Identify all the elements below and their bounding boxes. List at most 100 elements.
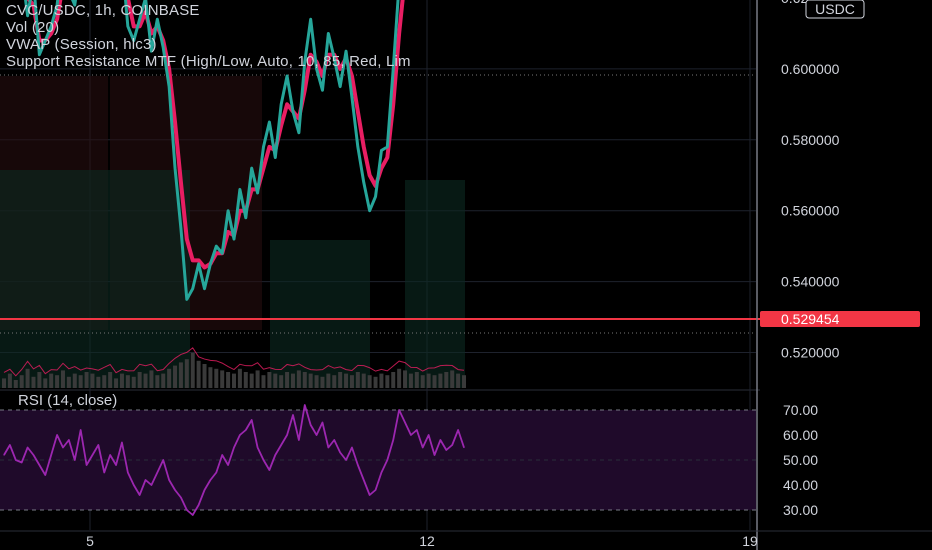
rsi-point bbox=[357, 464, 359, 466]
currency-badge-text: USDC bbox=[815, 1, 855, 17]
rsi-point bbox=[392, 439, 394, 441]
rsi-point bbox=[38, 464, 40, 466]
price-point bbox=[280, 103, 282, 106]
rsi-point bbox=[215, 471, 217, 474]
rsi-point bbox=[274, 454, 276, 456]
rsi-point bbox=[144, 479, 147, 481]
volume-bar bbox=[78, 375, 83, 388]
time-tick-label: 5 bbox=[86, 533, 94, 549]
price-point bbox=[156, 18, 159, 21]
price-point bbox=[321, 89, 324, 91]
price-point bbox=[73, 4, 76, 6]
price-pane bbox=[0, 0, 760, 550]
rsi-tick-label: 70.00 bbox=[783, 402, 818, 418]
volume-bar bbox=[290, 373, 295, 388]
volume-bar bbox=[385, 375, 390, 388]
rsi-point bbox=[115, 464, 117, 466]
volume-bar bbox=[349, 375, 354, 388]
volume-bar bbox=[25, 368, 30, 388]
symbol-title[interactable]: CVC/USDC, 1h, COINBASE bbox=[6, 2, 200, 19]
volume-bar bbox=[344, 373, 349, 388]
rsi-pane bbox=[0, 404, 756, 516]
volume-bar bbox=[285, 372, 290, 388]
price-point bbox=[309, 18, 312, 21]
volume-bar bbox=[273, 373, 278, 388]
vwap-indicator-label[interactable]: VWAP (Session, hlc3) bbox=[6, 36, 157, 53]
volume-bar bbox=[155, 375, 160, 388]
volume-bar bbox=[432, 375, 437, 388]
rsi-point bbox=[439, 439, 442, 441]
rsi-point bbox=[103, 471, 105, 474]
rsi-point bbox=[268, 469, 270, 471]
price-tick-label: 0.580000 bbox=[781, 132, 840, 148]
time-axis[interactable]: 5 12 19 bbox=[0, 530, 932, 549]
rsi-point bbox=[280, 444, 282, 446]
support-level-value: 0.529454 bbox=[781, 311, 840, 327]
price-axis[interactable]: 0.7200000.7000000.6800000.6600000.640000… bbox=[760, 0, 920, 361]
rsi-point bbox=[109, 454, 111, 456]
rsi-point bbox=[44, 474, 46, 476]
price-point bbox=[191, 287, 194, 290]
rsi-point bbox=[85, 464, 88, 466]
rsi-point bbox=[251, 419, 253, 421]
rsi-point bbox=[398, 409, 400, 411]
volume-bar bbox=[49, 373, 54, 388]
volume-bar bbox=[119, 373, 124, 388]
volume-bar bbox=[102, 375, 107, 388]
rsi-indicator-label[interactable]: RSI (14, close) bbox=[18, 392, 118, 409]
rsi-point bbox=[209, 479, 212, 481]
rsi-point bbox=[286, 434, 288, 436]
volume-bar bbox=[302, 372, 307, 388]
rsi-point bbox=[168, 479, 170, 481]
rsi-point bbox=[162, 459, 164, 461]
volume-bar bbox=[444, 372, 449, 388]
rsi-point bbox=[239, 434, 241, 436]
volume-ma-line bbox=[3, 347, 465, 377]
rsi-point bbox=[262, 459, 265, 461]
rsi-point bbox=[310, 424, 312, 426]
support-zone bbox=[270, 240, 370, 388]
rsi-point bbox=[433, 454, 436, 456]
price-point bbox=[303, 61, 306, 63]
volume-bar bbox=[450, 370, 455, 388]
support-zone bbox=[405, 180, 465, 388]
price-point bbox=[209, 263, 212, 265]
volume-indicator-label[interactable]: Vol (20) bbox=[6, 19, 60, 36]
rsi-point bbox=[380, 471, 383, 474]
rsi-point bbox=[50, 454, 52, 456]
price-point bbox=[268, 121, 271, 123]
rsi-point bbox=[315, 434, 318, 436]
rsi-point bbox=[304, 404, 306, 406]
volume-bar bbox=[226, 372, 231, 388]
volume-bar bbox=[408, 373, 413, 388]
volume-bar bbox=[131, 376, 136, 388]
price-point bbox=[162, 46, 165, 49]
rsi-point bbox=[451, 444, 453, 446]
rsi-point bbox=[369, 494, 371, 496]
rsi-point bbox=[80, 429, 82, 431]
price-point bbox=[38, 53, 41, 56]
price-point bbox=[138, 18, 141, 21]
volume-bar bbox=[173, 365, 178, 388]
rsi-point bbox=[156, 471, 158, 474]
price-tick-label: 0.560000 bbox=[781, 203, 840, 219]
price-point bbox=[221, 252, 224, 255]
price-point bbox=[392, 68, 395, 70]
rsi-axis[interactable]: 70.00 60.00 50.00 40.00 30.00 bbox=[783, 402, 818, 518]
volume-bar bbox=[296, 370, 301, 388]
price-point bbox=[386, 146, 389, 148]
rsi-point bbox=[127, 471, 129, 474]
volume-bar bbox=[37, 372, 42, 388]
price-point bbox=[351, 96, 353, 99]
rsi-point bbox=[186, 509, 188, 511]
rsi-point bbox=[351, 446, 353, 449]
rsi-point bbox=[428, 434, 430, 436]
volume-bar bbox=[456, 373, 461, 388]
support-level-tag[interactable]: 0.529454 bbox=[760, 310, 920, 327]
volume-bar bbox=[232, 373, 236, 388]
price-point bbox=[197, 263, 200, 265]
volume-bar bbox=[90, 373, 95, 388]
volume-bar bbox=[367, 375, 372, 388]
support-resistance-indicator-label[interactable]: Support Resistance MTF (High/Low, Auto, … bbox=[6, 53, 411, 70]
volume-bar bbox=[391, 372, 396, 388]
